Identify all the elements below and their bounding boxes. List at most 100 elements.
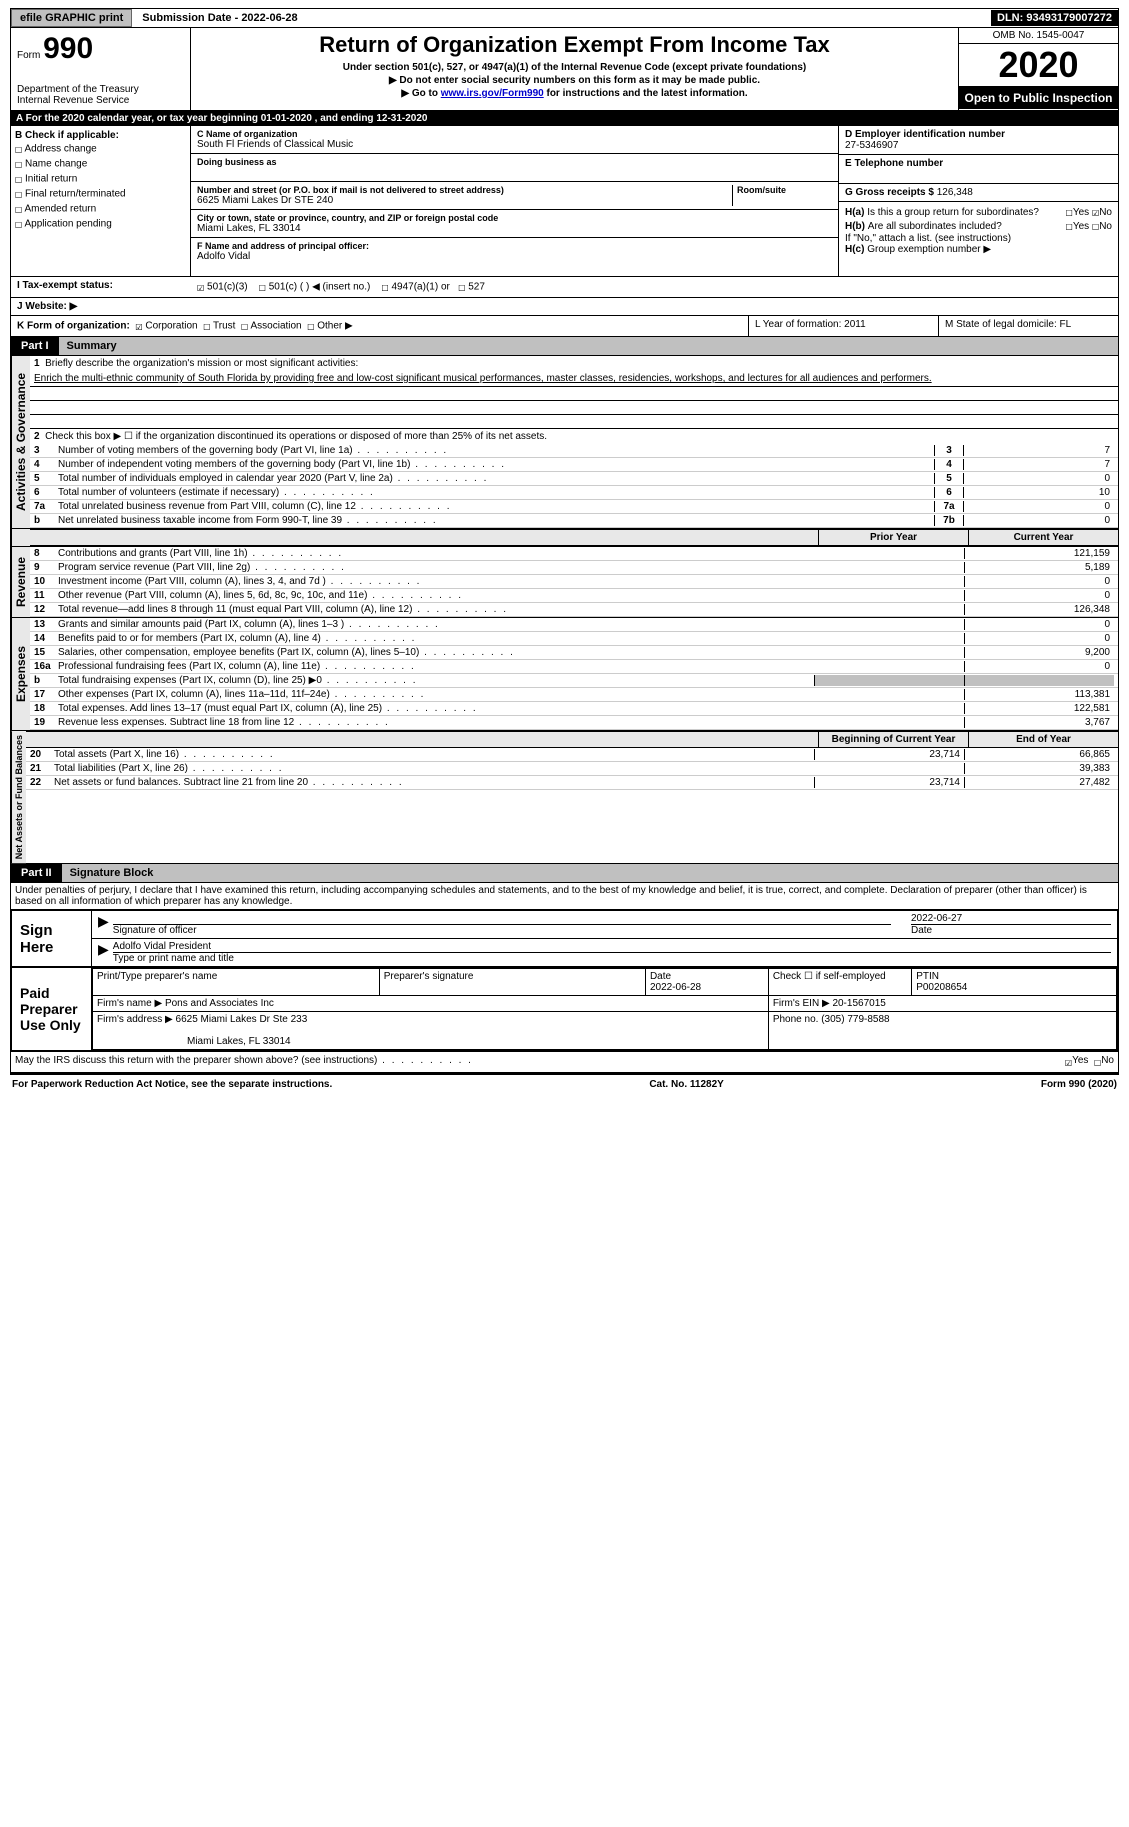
sig-officer-label: Signature of officer: [113, 925, 891, 936]
footer-left: For Paperwork Reduction Act Notice, see …: [12, 1079, 332, 1090]
summary-line: b Net unrelated business taxable income …: [30, 514, 1118, 528]
mission-text: Enrich the multi-ethnic community of Sou…: [30, 371, 1118, 387]
name-title-label: Type or print name and title: [113, 953, 1111, 964]
cb-trust[interactable]: ☐: [203, 319, 210, 333]
row-a-period: A For the 2020 calendar year, or tax yea…: [10, 111, 1119, 126]
dba-value: [197, 167, 832, 178]
phone-value: (305) 779-8588: [821, 1014, 889, 1025]
cb-other[interactable]: ☐: [307, 319, 314, 333]
cb-final-return[interactable]: ☐ Final return/terminated: [15, 187, 186, 201]
vlabel-expenses: Expenses: [11, 618, 30, 730]
col-b-checkboxes: B Check if applicable: ☐ Address change …: [11, 126, 191, 276]
prep-sig-label: Preparer's signature: [379, 969, 645, 996]
cb-corp[interactable]: ☑: [135, 319, 142, 333]
arrow-icon: ▶: [98, 913, 109, 936]
city-value: Miami Lakes, FL 33014: [197, 223, 832, 234]
subtitle-2: ▶ Do not enter social security numbers o…: [197, 75, 952, 86]
c-label: C Name of organization: [197, 129, 832, 139]
row-k-label: K Form of organization:: [17, 321, 130, 332]
phone-label: Phone no.: [773, 1014, 819, 1025]
cb-501c3[interactable]: ☑: [197, 280, 204, 294]
perjury-declaration: Under penalties of perjury, I declare th…: [10, 883, 1119, 910]
footer-right: Form 990 (2020): [1041, 1079, 1117, 1090]
dln-label: DLN: 93493179007272: [991, 10, 1118, 26]
summary-line: 19 Revenue less expenses. Subtract line …: [30, 716, 1118, 730]
l2-text: Check this box ▶ ☐ if the organization d…: [45, 431, 547, 442]
vlabel-netassets: Net Assets or Fund Balances: [11, 731, 26, 863]
hb-yes[interactable]: ☐: [1066, 219, 1073, 233]
summary-line: 8 Contributions and grants (Part VIII, l…: [30, 547, 1118, 561]
discuss-yes[interactable]: ☑: [1065, 1055, 1072, 1069]
l1-num: 1: [34, 358, 40, 369]
org-name: South Fl Friends of Classical Music: [197, 139, 832, 150]
vlabel-governance: Activities & Governance: [11, 356, 30, 528]
firm-name: Pons and Associates Inc: [165, 998, 274, 1009]
year-formation: L Year of formation: 2011: [748, 316, 938, 336]
hc-label: H(c): [845, 244, 864, 255]
hdr-beginning: Beginning of Current Year: [818, 732, 968, 747]
cb-application-pending[interactable]: ☐ Application pending: [15, 217, 186, 231]
footer-mid: Cat. No. 11282Y: [332, 1079, 1041, 1090]
cb-initial-return[interactable]: ☐ Initial return: [15, 172, 186, 186]
form-header: Form 990 Department of the Treasury Inte…: [10, 28, 1119, 111]
part2-title: Signature Block: [62, 864, 1118, 882]
form990-link[interactable]: www.irs.gov/Form990: [441, 88, 544, 99]
cb-name-change[interactable]: ☐ Name change: [15, 157, 186, 171]
summary-line: 4 Number of independent voting members o…: [30, 458, 1118, 472]
ha-no[interactable]: ☑: [1092, 205, 1099, 219]
room-label: Room/suite: [737, 185, 832, 195]
col-b-header: B Check if applicable:: [15, 130, 186, 141]
summary-line: 17 Other expenses (Part IX, column (A), …: [30, 688, 1118, 702]
discuss-no[interactable]: ☐: [1094, 1055, 1101, 1069]
prep-date-value: 2022-06-28: [650, 982, 701, 993]
ha-yes[interactable]: ☐: [1066, 205, 1073, 219]
efile-button[interactable]: efile GRAPHIC print: [11, 9, 132, 27]
hb-label: H(b): [845, 221, 865, 232]
row-i-label: I Tax-exempt status:: [11, 277, 191, 297]
cb-address-change[interactable]: ☐ Address change: [15, 142, 186, 156]
form-word: Form: [17, 50, 40, 61]
officer-name: Adolfo Vidal: [197, 251, 832, 262]
f-label: F Name and address of principal officer:: [197, 241, 832, 251]
discuss-text: May the IRS discuss this return with the…: [15, 1055, 1065, 1069]
part1-tag: Part I: [11, 337, 59, 355]
state-domicile: M State of legal domicile: FL: [938, 316, 1118, 336]
dba-label: Doing business as: [197, 157, 832, 167]
summary-line: 22 Net assets or fund balances. Subtract…: [26, 776, 1118, 790]
omb-number: OMB No. 1545-0047: [959, 28, 1118, 44]
cb-amended-return[interactable]: ☐ Amended return: [15, 202, 186, 216]
hdr-prior-year: Prior Year: [818, 530, 968, 545]
cb-assoc[interactable]: ☐: [241, 319, 248, 333]
summary-line: 16a Professional fundraising fees (Part …: [30, 660, 1118, 674]
hb-text: Are all subordinates included?: [868, 221, 1066, 232]
hdr-end: End of Year: [968, 732, 1118, 747]
ha-text: Is this a group return for subordinates?: [867, 207, 1065, 218]
cb-4947[interactable]: ☐: [381, 280, 388, 294]
summary-line: 9 Program service revenue (Part VIII, li…: [30, 561, 1118, 575]
ptin-label: PTIN: [916, 971, 939, 982]
dept-treasury: Department of the Treasury: [17, 84, 184, 95]
subtitle-1: Under section 501(c), 527, or 4947(a)(1)…: [197, 62, 952, 73]
hb-no[interactable]: ☐: [1092, 219, 1099, 233]
summary-line: 14 Benefits paid to or for members (Part…: [30, 632, 1118, 646]
summary-line: 10 Investment income (Part VIII, column …: [30, 575, 1118, 589]
hc-text: Group exemption number ▶: [867, 244, 991, 255]
addr-value: 6625 Miami Lakes Dr STE 240: [197, 195, 732, 206]
self-employed-check[interactable]: Check ☐ if self-employed: [768, 969, 911, 996]
summary-line: 21 Total liabilities (Part X, line 26)39…: [26, 762, 1118, 776]
ein-value: 27-5346907: [845, 140, 1112, 151]
firm-ein-label: Firm's EIN ▶: [773, 998, 830, 1009]
top-bar: efile GRAPHIC print Submission Date - 20…: [10, 8, 1119, 28]
firm-name-label: Firm's name ▶: [97, 998, 162, 1009]
d-label: D Employer identification number: [845, 129, 1112, 140]
cb-501c[interactable]: ☐: [259, 280, 266, 294]
dept-irs: Internal Revenue Service: [17, 95, 184, 106]
part1-title: Summary: [59, 337, 1118, 355]
sign-here-label: Sign Here: [12, 911, 92, 966]
hdr-current-year: Current Year: [968, 530, 1118, 545]
form-number: 990: [43, 32, 93, 65]
gross-receipts: 126,348: [937, 187, 973, 198]
city-label: City or town, state or province, country…: [197, 213, 832, 223]
summary-line: 18 Total expenses. Add lines 13–17 (must…: [30, 702, 1118, 716]
cb-527[interactable]: ☐: [458, 280, 465, 294]
